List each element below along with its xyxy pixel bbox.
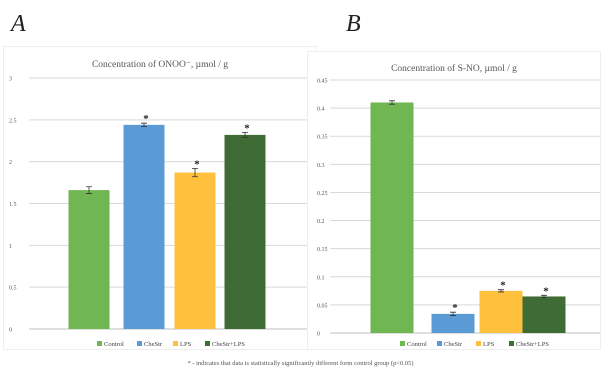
bar-control	[370, 102, 414, 333]
y-tick-label: 0	[9, 328, 12, 334]
y-tick-label: 0.35	[317, 135, 328, 141]
significance-marker: *	[543, 285, 549, 297]
error-bar	[242, 131, 248, 138]
legend-label: LPS	[180, 341, 192, 348]
y-tick-label: 0.5	[9, 286, 17, 292]
y-tick-label: 0	[317, 332, 320, 338]
y-tick-label: 3	[9, 77, 12, 83]
legend-label: CheStr+LPS	[516, 341, 549, 348]
legend-label: CheStr	[144, 341, 163, 348]
legend-label: Control	[104, 341, 124, 348]
legend-swatch	[173, 341, 178, 346]
y-tick-label: 0.05	[317, 303, 328, 309]
y-tick-label: 2.5	[9, 118, 17, 124]
error-bar	[141, 122, 147, 127]
bar-chestr-lps	[224, 134, 266, 329]
y-tick-label: 0.15	[317, 247, 328, 253]
y-tick-label: 0.2	[317, 219, 325, 225]
error-bar	[389, 100, 395, 105]
bar-lps	[174, 172, 216, 329]
significance-marker: *	[143, 113, 149, 125]
chart-sno: Concentration of S-NO, µmol / g 0 0.05 0.1…	[308, 52, 600, 349]
error-bar	[86, 186, 92, 194]
legend-swatch	[205, 341, 210, 346]
y-tick-label: 0.3	[317, 163, 325, 169]
y-tick-label: 0.1	[317, 275, 325, 281]
y-tick-label: 1	[9, 244, 12, 250]
legend-swatch	[137, 341, 142, 346]
legend-swatch	[509, 341, 514, 346]
error-bar	[192, 167, 198, 178]
chart-title-onoo: Concentration of ONOO⁻, µmol / g	[91, 60, 229, 70]
significance-marker: *	[500, 280, 506, 292]
y-tick-label: 0.4	[317, 107, 325, 113]
chart-onoo-plot: 0 0.5 1 1.5 2 2.5 3 * * * Control CheStr LPS CheStr+L…	[9, 77, 309, 348]
error-bar	[498, 289, 504, 293]
y-tick-label: 0.45	[317, 79, 328, 85]
bar-lps	[479, 290, 523, 333]
significance-marker: *	[452, 302, 458, 314]
significance-marker: *	[244, 122, 250, 134]
chart-sno-plot: 0 0.05 0.1 0.15 0.2 0.25 0.3 0.35 0.4 0.45 * * * Cont…	[317, 79, 600, 348]
panel-letter-a: A	[11, 11, 26, 37]
legend-label: Control	[407, 341, 427, 348]
bar-chestr-lps	[522, 296, 566, 333]
y-tick-label: 1.5	[9, 202, 17, 208]
significance-footnote: * - indicates that data is statistically…	[187, 360, 414, 367]
legend-swatch	[97, 341, 102, 346]
legend-label: LPS	[483, 341, 495, 348]
chart-onoo: Concentration of ONOO⁻, µmol / g 0 0.5 1 1.…	[4, 47, 316, 349]
bar-chestr	[123, 124, 165, 329]
legend-swatch	[476, 341, 481, 346]
legend-swatch	[400, 341, 405, 346]
significance-marker: *	[194, 158, 200, 170]
legend-label: CheStr+LPS	[212, 341, 245, 348]
chart-title-sno: Concentration of S-NO, µmol / g	[391, 64, 517, 74]
legend-label: CheStr	[444, 341, 463, 348]
y-tick-label: 0.25	[317, 191, 328, 197]
error-bar	[541, 294, 547, 298]
legend-swatch	[437, 341, 442, 346]
error-bar	[450, 311, 456, 316]
bar-control	[68, 190, 110, 329]
bar-chestr	[431, 313, 475, 333]
y-tick-label: 2	[9, 160, 12, 166]
panel-letter-b: B	[346, 11, 361, 37]
